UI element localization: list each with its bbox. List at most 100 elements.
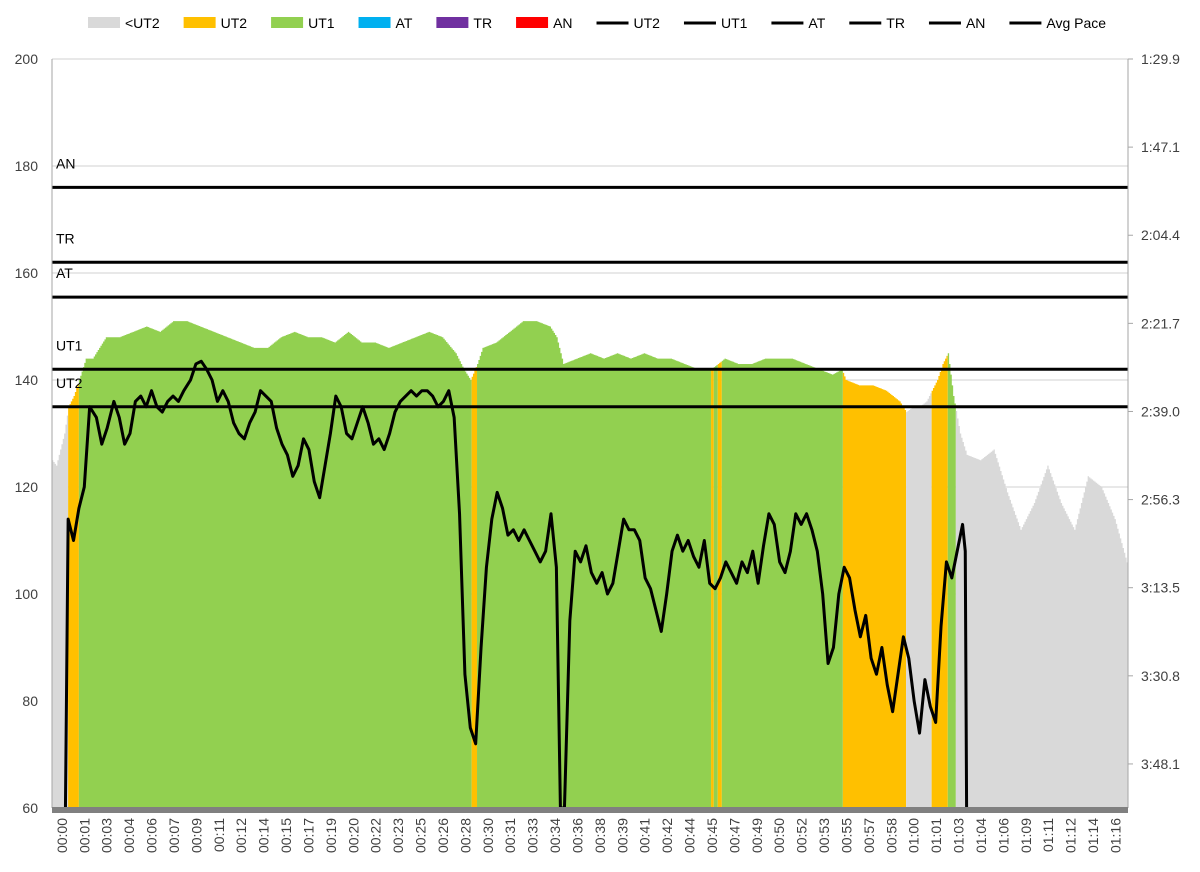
- x-tick-47: 01:16: [1107, 818, 1123, 853]
- legend-swatch-tr: [436, 17, 469, 28]
- right-tick-label-5: 2:21.7: [1141, 315, 1180, 331]
- x-tick-25: 00:39: [614, 818, 630, 853]
- x-tick-27: 00:42: [659, 818, 675, 853]
- x-tick-40: 01:03: [951, 818, 967, 853]
- x-tick-24: 00:38: [592, 818, 608, 853]
- right-tick-label-3: 2:56.3: [1141, 492, 1180, 508]
- x-tick-33: 00:52: [794, 818, 810, 853]
- x-tick-8: 00:12: [233, 818, 249, 853]
- legend-label-lt-ut2-0: <UT2: [125, 15, 160, 31]
- left-tick-80: 80: [22, 693, 38, 709]
- x-tick-13: 00:20: [345, 818, 361, 853]
- x-tick-41: 01:04: [973, 818, 989, 853]
- x-tick-32: 00:50: [771, 818, 787, 853]
- x-tick-12: 00:19: [323, 818, 339, 853]
- x-tick-45: 01:12: [1063, 818, 1079, 853]
- left-axis-ticks: 60 80 100 120 140 160 180 200: [15, 51, 39, 816]
- threshold-label-ut1: UT1: [56, 337, 83, 353]
- legend-swatch-lt-ut2: [88, 17, 120, 28]
- x-tick-14: 00:22: [368, 818, 384, 853]
- x-tick-9: 00:14: [256, 818, 272, 853]
- legend: <UT2 UT2 UT1 AT TR AN UT2 UT1 AT TR AN Avg Pace: [88, 15, 1106, 31]
- avg-pace-polyline: [63, 359, 969, 810]
- right-tick-label-4: 2:39.0: [1141, 403, 1180, 419]
- x-tick-4: 00:06: [144, 818, 160, 853]
- right-tick-label-2: 3:13.5: [1141, 580, 1180, 596]
- x-tick-20: 00:31: [502, 818, 518, 853]
- x-tick-21: 00:33: [525, 818, 541, 853]
- x-tick-44: 01:11: [1040, 818, 1056, 852]
- left-tick-200: 200: [15, 51, 39, 67]
- legend-label-ut2-6: UT2: [634, 15, 661, 31]
- zone-segment-ut1-8: [721, 358, 843, 808]
- x-tick-16: 00:25: [413, 818, 429, 853]
- zone-segment-lt-ut2-13: [955, 411, 1128, 808]
- x-tick-15: 00:23: [390, 818, 406, 853]
- x-tick-19: 00:30: [480, 818, 496, 853]
- x-tick-39: 01:01: [928, 818, 944, 853]
- threshold-label-an: AN: [56, 155, 75, 171]
- legend-label-ut2-1: UT2: [221, 15, 248, 31]
- legend-label-an-5: AN: [553, 15, 572, 31]
- right-tick-label-1: 3:30.8: [1141, 668, 1180, 684]
- left-tick-120: 120: [15, 479, 39, 495]
- right-tick-label-8: 1:29.9: [1141, 51, 1180, 67]
- legend-label-ut1-7: UT1: [721, 15, 748, 31]
- axes: [51, 59, 1129, 813]
- x-tick-43: 01:09: [1018, 818, 1034, 853]
- legend-swatch-ut2: [183, 17, 216, 28]
- avg-pace-line: [63, 359, 969, 810]
- zone-segment-ut2-1: [68, 384, 79, 808]
- x-tick-17: 00:26: [435, 818, 451, 853]
- right-tick-label-7: 1:47.1: [1141, 139, 1180, 155]
- x-tick-46: 01:14: [1085, 818, 1101, 853]
- zone-segment-ut2-7: [717, 361, 722, 808]
- right-tick-label-0: 3:48.1: [1141, 756, 1180, 772]
- right-tick-label-6: 2:04.4: [1141, 227, 1180, 243]
- x-tick-2: 00:03: [99, 818, 115, 853]
- zone-segment-ut1-12: [947, 353, 956, 808]
- legend-label-avg-pace-11: Avg Pace: [1046, 15, 1106, 31]
- x-tick-34: 00:53: [816, 818, 832, 853]
- x-tick-26: 00:41: [637, 818, 653, 853]
- x-tick-35: 00:55: [838, 818, 854, 853]
- x-tick-10: 00:15: [278, 818, 294, 853]
- legend-label-an-10: AN: [966, 15, 985, 31]
- x-tick-7: 00:11: [211, 818, 227, 852]
- x-tick-36: 00:57: [861, 818, 877, 853]
- zone-segment-ut2-11: [931, 353, 948, 808]
- left-tick-140: 140: [15, 372, 39, 388]
- threshold-lines: [52, 185, 1128, 409]
- legend-swatch-an: [516, 17, 549, 28]
- right-axis-ticks: 3:48.1 3:30.8 3:13.5 2:56.3 2:39.0 2:21.7 2:04…: [1128, 51, 1180, 772]
- threshold-label-ut2: UT2: [56, 375, 83, 391]
- left-tick-160: 160: [15, 265, 39, 281]
- threshold-labels: AN TR AT UT1 UT2: [56, 155, 83, 390]
- legend-label-ut1-2: UT1: [308, 15, 335, 31]
- x-tick-31: 00:49: [749, 818, 765, 853]
- left-tick-180: 180: [15, 158, 39, 174]
- x-tick-28: 00:44: [682, 818, 698, 853]
- left-tick-100: 100: [15, 586, 39, 602]
- x-tick-6: 00:09: [188, 818, 204, 853]
- x-axis-bar: [52, 807, 1128, 813]
- zone-segment-ut2-5: [711, 368, 714, 808]
- x-tick-3: 00:04: [121, 818, 137, 853]
- x-tick-0: 00:00: [54, 818, 70, 853]
- zone-segment-ut1-4: [477, 321, 712, 808]
- legend-label-tr-9: TR: [886, 15, 905, 31]
- x-tick-29: 00:45: [704, 818, 720, 853]
- legend-swatch-at: [358, 17, 391, 28]
- x-tick-5: 00:07: [166, 818, 182, 853]
- legend-label-tr-4: TR: [473, 15, 492, 31]
- x-tick-30: 00:47: [726, 818, 742, 853]
- x-tick-1: 00:01: [76, 818, 92, 853]
- x-tick-37: 00:58: [883, 818, 899, 853]
- zone-segment-ut2-3: [471, 367, 478, 808]
- legend-label-at-8: AT: [808, 15, 825, 31]
- threshold-label-at: AT: [56, 265, 73, 281]
- threshold-label-tr: TR: [56, 230, 75, 246]
- x-tick-18: 00:28: [457, 818, 473, 853]
- legend-label-at-3: AT: [396, 15, 413, 31]
